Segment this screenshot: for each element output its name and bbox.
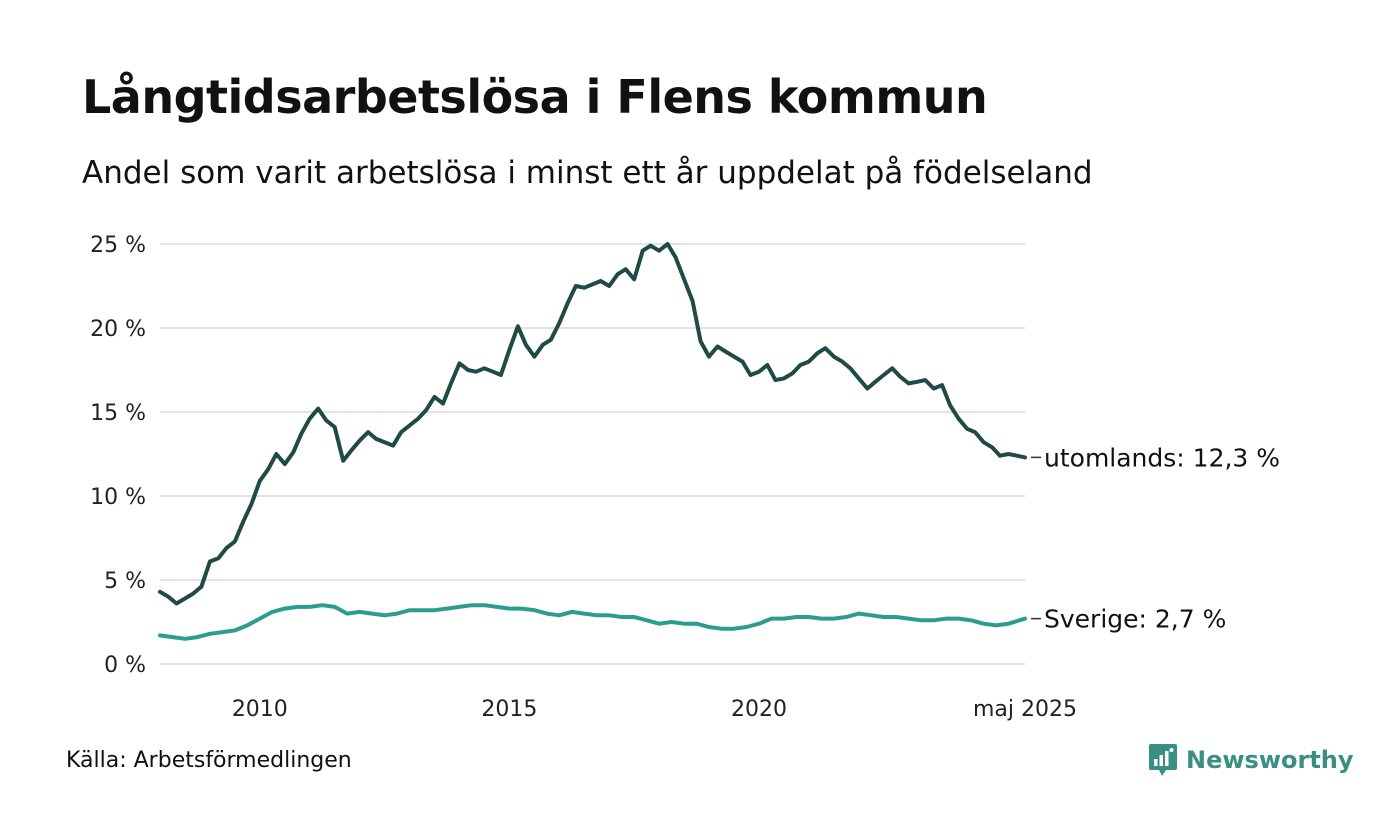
y-axis-ticks: 0 % 5 % 10 % 15 % 20 % 25 % [90, 233, 146, 678]
y-tick-label-15: 15 % [90, 401, 146, 426]
source-note: Källa: Arbetsförmedlingen [66, 748, 352, 773]
y-tick-label-10: 10 % [90, 485, 146, 510]
end-label-sverige: Sverige: 2,7 % [1044, 605, 1226, 634]
series-line-sverige [158, 603, 1027, 641]
x-tick-label-2: 2020 [731, 697, 787, 722]
newsworthy-logo-icon [1149, 744, 1177, 776]
x-tick-label-3: maj 2025 [973, 697, 1077, 722]
x-tick-label-1: 2015 [481, 697, 537, 722]
y-tick-label-5: 5 % [104, 569, 146, 594]
brand-logo[interactable]: Newsworthy [1148, 742, 1354, 778]
brand-name: Newsworthy [1186, 746, 1354, 774]
series-line-utomlands [158, 242, 1027, 606]
series-lines [158, 242, 1027, 641]
x-axis-ticks: 2010 2015 2020 maj 2025 [232, 697, 1077, 722]
end-label-utomlands: utomlands: 12,3 % [1044, 443, 1280, 472]
y-tick-label-25: 25 % [90, 233, 146, 258]
y-tick-label-20: 20 % [90, 317, 146, 342]
chart-title: Långtidsarbetslösa i Flens kommun [82, 70, 988, 124]
chart-subtitle: Andel som varit arbetslösa i minst ett å… [82, 155, 1093, 191]
y-tick-label-0: 0 % [104, 653, 146, 678]
end-labels: utomlands: 12,3 % Sverige: 2,7 % [1031, 443, 1280, 634]
gridlines [160, 243, 1025, 665]
x-tick-label-0: 2010 [232, 697, 288, 722]
